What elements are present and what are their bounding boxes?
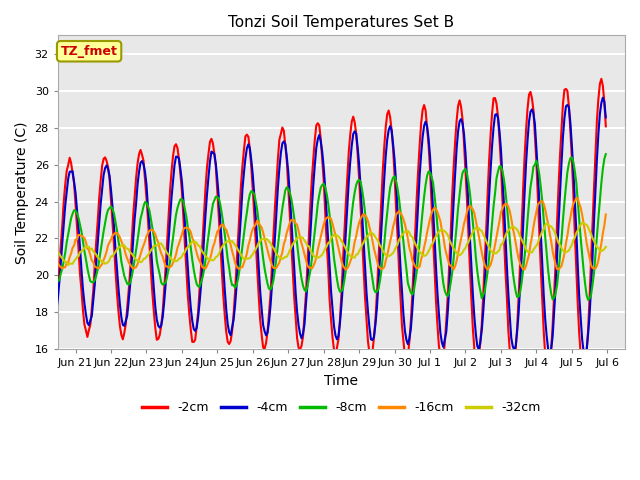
- Text: TZ_fmet: TZ_fmet: [61, 45, 118, 58]
- Title: Tonzi Soil Temperatures Set B: Tonzi Soil Temperatures Set B: [228, 15, 454, 30]
- Y-axis label: Soil Temperature (C): Soil Temperature (C): [15, 121, 29, 264]
- X-axis label: Time: Time: [324, 374, 358, 388]
- Legend: -2cm, -4cm, -8cm, -16cm, -32cm: -2cm, -4cm, -8cm, -16cm, -32cm: [137, 396, 546, 420]
